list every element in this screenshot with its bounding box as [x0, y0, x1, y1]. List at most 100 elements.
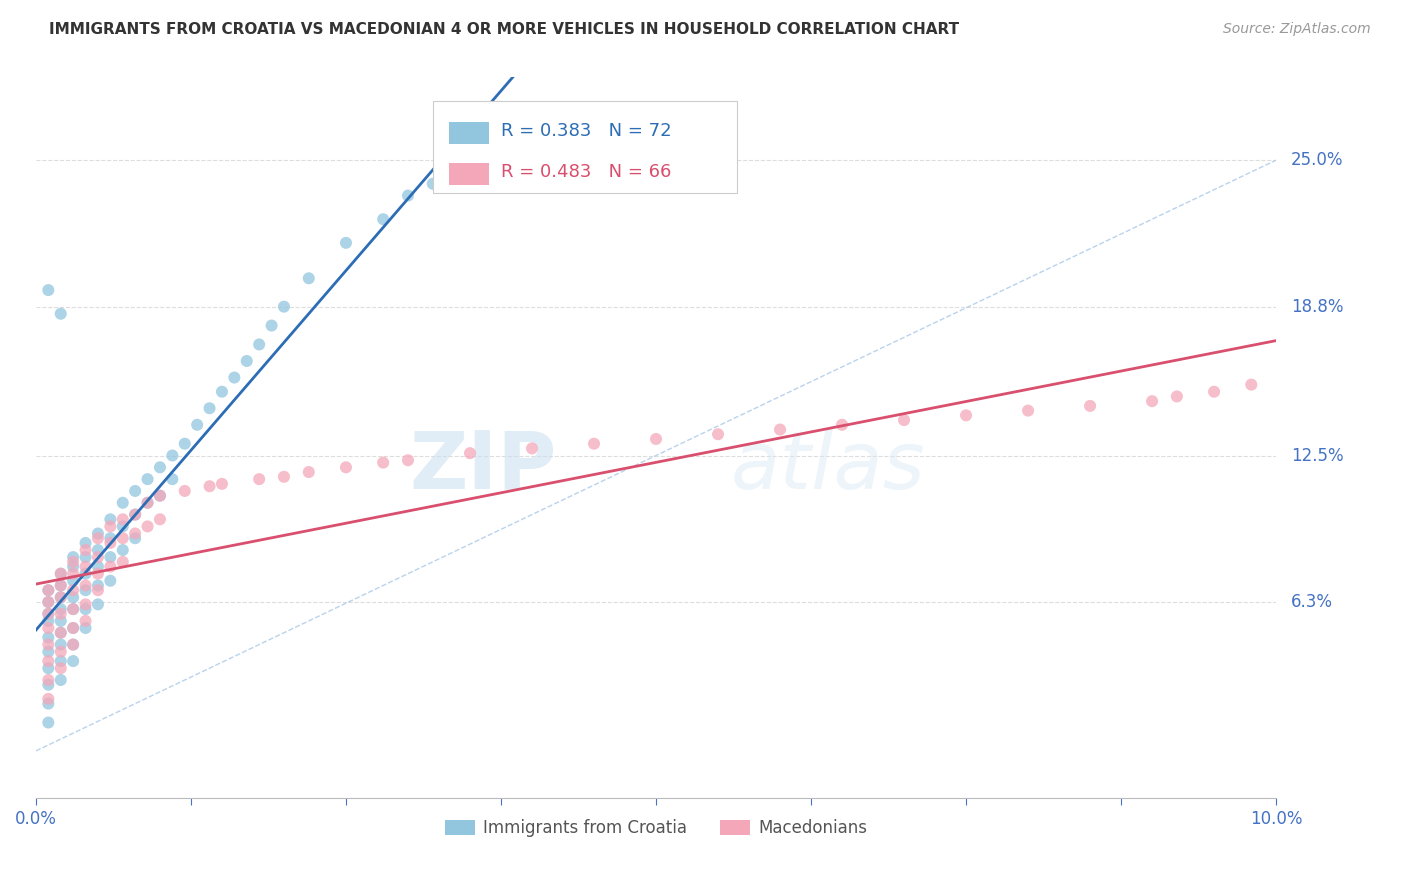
Point: [49, 307, 72, 321]
Point: [136, 519, 159, 533]
Point: [124, 483, 146, 498]
Point: [62, 638, 84, 652]
Point: [98, 531, 121, 545]
Point: [1166, 389, 1188, 403]
Point: [75, 614, 97, 628]
Point: [111, 543, 134, 558]
Point: [136, 496, 159, 510]
Point: [98, 574, 121, 588]
FancyBboxPatch shape: [449, 162, 489, 185]
Point: [75, 598, 97, 612]
Point: [62, 566, 84, 581]
Point: [458, 165, 481, 179]
Point: [98, 512, 121, 526]
Point: [298, 465, 321, 479]
Text: R = 0.383   N = 72: R = 0.383 N = 72: [501, 122, 672, 140]
Point: [62, 638, 84, 652]
Point: [198, 401, 221, 416]
Point: [62, 654, 84, 668]
Point: [49, 614, 72, 628]
Point: [49, 566, 72, 581]
Point: [111, 555, 134, 569]
Text: IMMIGRANTS FROM CROATIA VS MACEDONIAN 4 OR MORE VEHICLES IN HOUSEHOLD CORRELATIO: IMMIGRANTS FROM CROATIA VS MACEDONIAN 4 …: [49, 22, 959, 37]
Point: [87, 583, 110, 598]
Point: [186, 417, 208, 432]
Point: [49, 591, 72, 605]
Point: [149, 489, 172, 503]
Point: [49, 638, 72, 652]
Point: [37, 661, 59, 675]
Point: [62, 555, 84, 569]
Text: R = 0.483   N = 66: R = 0.483 N = 66: [501, 163, 672, 181]
FancyBboxPatch shape: [449, 121, 489, 144]
Point: [87, 598, 110, 612]
Point: [458, 446, 481, 460]
Point: [247, 337, 270, 351]
Point: [1240, 377, 1263, 392]
Point: [75, 536, 97, 550]
Point: [111, 531, 134, 545]
Point: [173, 436, 195, 450]
Point: [49, 654, 72, 668]
Point: [49, 625, 72, 640]
Point: [49, 673, 72, 687]
Point: [49, 645, 72, 659]
Point: [37, 583, 59, 598]
Point: [124, 531, 146, 545]
Point: [62, 602, 84, 616]
Point: [124, 508, 146, 522]
Point: [62, 621, 84, 635]
Point: [373, 212, 395, 227]
Point: [136, 496, 159, 510]
Point: [49, 578, 72, 592]
Point: [422, 177, 444, 191]
Point: [1078, 399, 1101, 413]
Point: [75, 550, 97, 565]
Point: [49, 566, 72, 581]
Point: [136, 472, 159, 486]
Point: [111, 512, 134, 526]
Point: [75, 566, 97, 581]
Point: [62, 574, 84, 588]
Point: [62, 621, 84, 635]
Text: Source: ZipAtlas.com: Source: ZipAtlas.com: [1223, 22, 1371, 37]
Point: [1204, 384, 1226, 399]
Point: [645, 432, 668, 446]
Point: [831, 417, 853, 432]
Point: [149, 512, 172, 526]
Point: [211, 384, 233, 399]
Point: [49, 625, 72, 640]
Point: [260, 318, 283, 333]
Point: [98, 536, 121, 550]
Point: [37, 715, 59, 730]
Point: [62, 583, 84, 598]
Point: [707, 427, 730, 442]
FancyBboxPatch shape: [433, 101, 737, 193]
Point: [520, 442, 543, 456]
Point: [1017, 403, 1039, 417]
Point: [111, 519, 134, 533]
Point: [124, 508, 146, 522]
Point: [87, 550, 110, 565]
Point: [37, 583, 59, 598]
Point: [198, 479, 221, 493]
Point: [396, 453, 419, 467]
Point: [87, 566, 110, 581]
Point: [273, 300, 295, 314]
Point: [75, 583, 97, 598]
Point: [49, 578, 72, 592]
Point: [62, 559, 84, 574]
Text: 25.0%: 25.0%: [1291, 151, 1344, 169]
Point: [247, 472, 270, 486]
Point: [37, 654, 59, 668]
Point: [149, 460, 172, 475]
Point: [75, 621, 97, 635]
Point: [273, 470, 295, 484]
Point: [98, 519, 121, 533]
Point: [62, 591, 84, 605]
Point: [211, 476, 233, 491]
Point: [111, 496, 134, 510]
Text: ZIP: ZIP: [409, 427, 557, 506]
Point: [236, 354, 259, 368]
Point: [49, 602, 72, 616]
